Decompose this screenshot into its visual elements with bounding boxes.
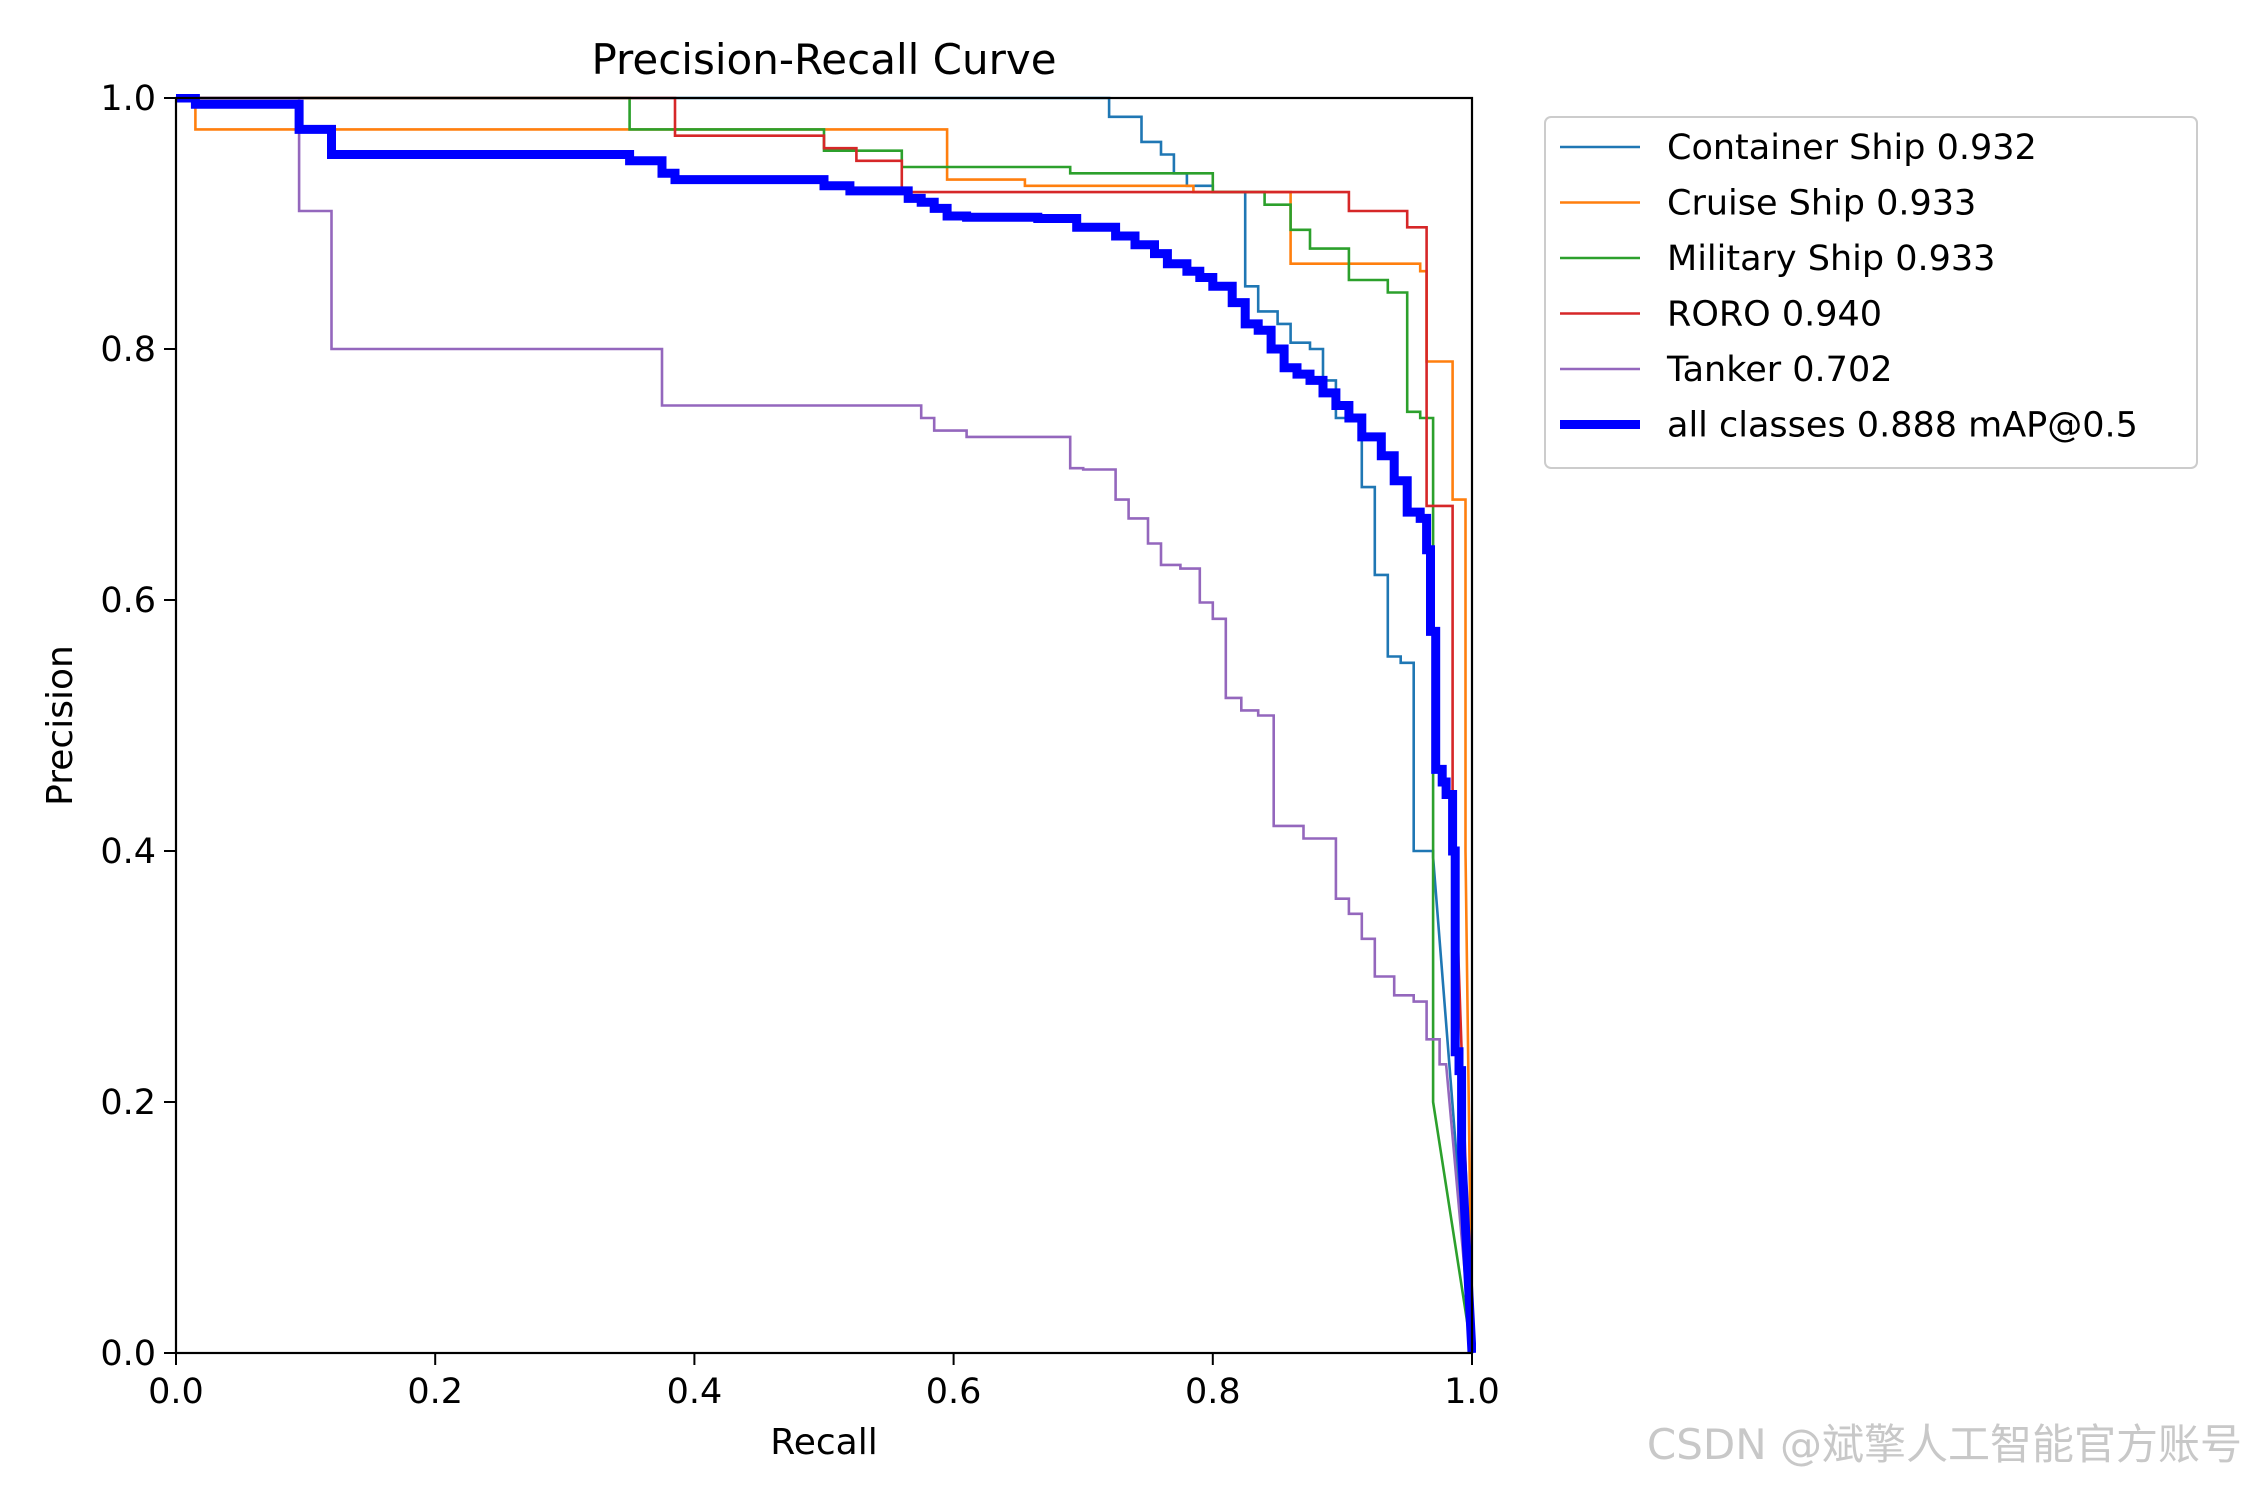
x-tick-label: 0.6 [926, 1372, 982, 1412]
x-tick-label: 1.0 [1444, 1372, 1500, 1412]
y-tick-label: 1.0 [100, 79, 156, 119]
series-line-1 [176, 96, 1474, 1354]
series-line-2 [176, 96, 1474, 1354]
plot-frame [174, 96, 1474, 1355]
x-tick-label: 0.0 [148, 1372, 204, 1412]
series-line-4 [176, 96, 1474, 1354]
x-axis-label: Recall [770, 1422, 877, 1463]
legend-label-5: all classes 0.888 mAP@0.5 [1667, 406, 2138, 446]
x-tick-label: 0.4 [667, 1372, 723, 1412]
legend-label-4: Tanker 0.702 [1666, 350, 1892, 390]
y-tick-label: 0.6 [100, 581, 156, 621]
x-tick-label: 0.2 [407, 1372, 463, 1412]
x-tick-label: 0.8 [1185, 1372, 1241, 1412]
series-line-0 [176, 96, 1474, 1354]
series-line-5 [176, 94, 1476, 1354]
legend-label-3: RORO 0.940 [1667, 295, 1882, 335]
y-tick-label: 0.8 [100, 330, 156, 370]
y-tick-label: 0.4 [100, 832, 156, 872]
y-tick-label: 0.2 [100, 1083, 156, 1123]
series-line-3 [176, 96, 1474, 1354]
chart-title: Precision-Recall Curve [591, 35, 1056, 84]
watermark: CSDN @斌擎人工智能官方账号 [1646, 1420, 2242, 1469]
y-tick-label: 0.0 [100, 1334, 156, 1374]
legend-label-1: Cruise Ship 0.933 [1667, 184, 1976, 224]
legend-label-0: Container Ship 0.932 [1667, 128, 2037, 168]
legend-box [1544, 116, 2198, 469]
legend-label-2: Military Ship 0.933 [1667, 239, 1995, 279]
y-axis-label: Precision [40, 645, 81, 806]
